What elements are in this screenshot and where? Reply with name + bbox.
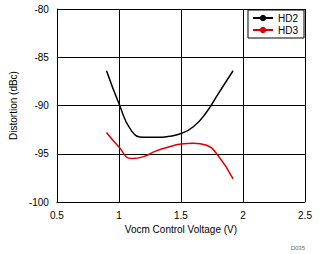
svg-text:0.5: 0.5 (50, 210, 64, 221)
svg-text:-80: -80 (34, 4, 49, 15)
svg-text:Vocm Control Voltage (V): Vocm Control Voltage (V) (125, 224, 237, 235)
svg-text:-100: -100 (29, 197, 49, 208)
svg-text:1.5: 1.5 (174, 210, 188, 221)
svg-text:D035: D035 (291, 245, 306, 251)
svg-text:1: 1 (116, 210, 122, 221)
svg-text:HD2: HD2 (278, 13, 298, 24)
svg-text:-85: -85 (34, 52, 49, 63)
svg-text:-95: -95 (34, 148, 49, 159)
svg-text:2.5: 2.5 (298, 210, 312, 221)
svg-text:-90: -90 (34, 100, 49, 111)
svg-text:HD3: HD3 (278, 25, 298, 36)
svg-text:Distortion (dBc): Distortion (dBc) (8, 71, 19, 140)
svg-text:2: 2 (240, 210, 246, 221)
